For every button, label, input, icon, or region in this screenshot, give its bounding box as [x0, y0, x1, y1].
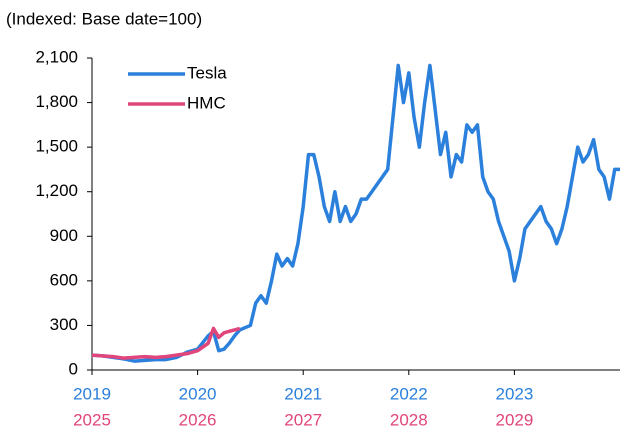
- y-tick-label: 1,800: [35, 92, 78, 111]
- x-tick-label: 2020: [179, 384, 217, 403]
- line-series: [91, 326, 241, 360]
- x-tick-label: 2026: [179, 410, 217, 429]
- y-tick-label: 0: [69, 359, 78, 378]
- y-tick-label: 2,100: [35, 47, 78, 66]
- x-tick-label: 2022: [390, 384, 428, 403]
- x-tick-label: 2023: [495, 384, 533, 403]
- x-tick-label: 2027: [284, 410, 322, 429]
- line-series: [91, 63, 620, 363]
- legend-label: Tesla: [187, 63, 227, 82]
- y-tick-label: 900: [50, 226, 78, 245]
- x-tick-label: 2028: [390, 410, 428, 429]
- legend-label: HMC: [187, 93, 226, 112]
- y-tick-label: 300: [50, 315, 78, 334]
- y-tick-label: 1,200: [35, 181, 78, 200]
- y-tick-label: 600: [50, 270, 78, 289]
- axis-label: (Indexed: Base date=100): [6, 9, 202, 28]
- x-tick-label: 2025: [73, 410, 111, 429]
- x-tick-label: 2021: [284, 384, 322, 403]
- y-tick-label: 1,500: [35, 137, 78, 156]
- x-tick-label: 2019: [73, 384, 111, 403]
- x-tick-label: 2029: [495, 410, 533, 429]
